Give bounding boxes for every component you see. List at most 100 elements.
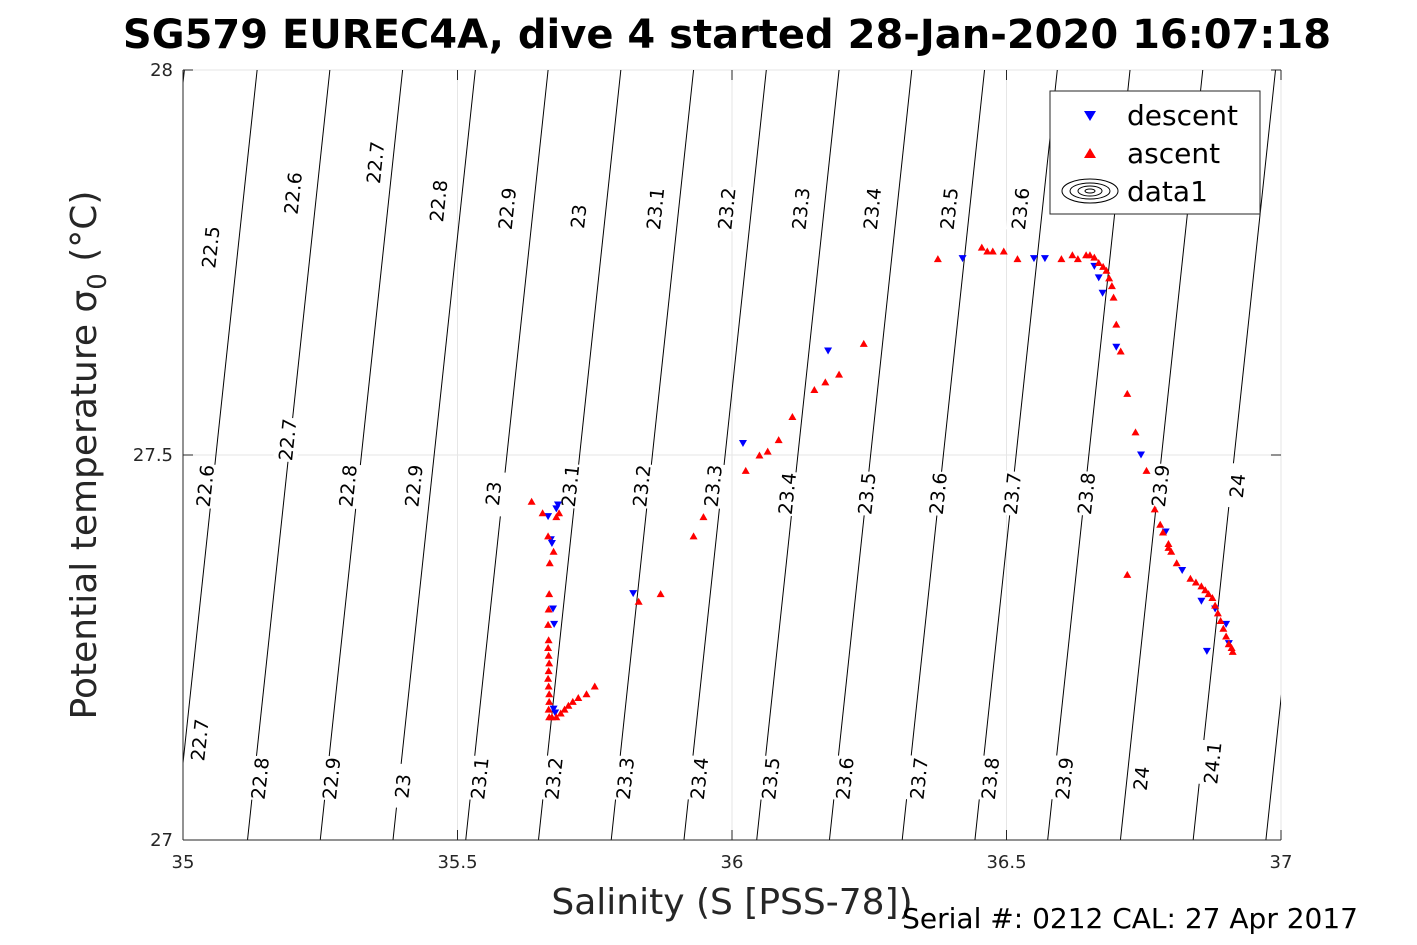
contour-label-background: [1145, 462, 1175, 509]
legend-descent-label: descent: [1127, 99, 1238, 132]
descent-point: [1197, 597, 1206, 605]
contour-label-background: [1049, 755, 1079, 802]
contour-label-background: [424, 177, 453, 225]
ascent-point: [556, 709, 565, 717]
ascent-point: [1172, 559, 1181, 567]
ascent-point: [1116, 347, 1125, 355]
density-contour-line: [974, 70, 1058, 840]
ascent-point: [545, 690, 554, 698]
ascent-point: [1013, 255, 1022, 263]
density-contour-line: [1265, 694, 1281, 840]
contour-label-background: [564, 193, 593, 240]
ascent-point: [545, 559, 554, 567]
descent-point: [547, 540, 556, 548]
ascent-point: [538, 509, 547, 517]
descent-point: [1029, 255, 1038, 263]
ascent-point: [574, 694, 583, 702]
ascent-point: [1191, 578, 1200, 586]
contour-label-background: [830, 755, 859, 802]
contour-label-background: [196, 223, 225, 271]
contour-label: 23.2: [541, 756, 567, 800]
contour-label-background: [555, 462, 585, 509]
contour-label: 23.4: [775, 471, 801, 515]
density-contour-labels: 22.5 22.6 22.7 22.8 22.9 23 23.1 23.2 23.3 23.4 23…: [185, 139, 1252, 810]
ascent-point: [774, 436, 783, 444]
ascent-point: [741, 466, 750, 474]
contour-label: 22.8: [248, 756, 274, 800]
contour-label-background: [756, 755, 785, 802]
density-contour-line: [392, 70, 476, 840]
ascent-point: [755, 451, 764, 459]
chart-title: SG579 EUREC4A, dive 4 started 28-Jan-202…: [123, 12, 1331, 58]
contour-label-background: [698, 462, 728, 509]
contour-label-background: [684, 755, 714, 802]
contour-label-background: [857, 185, 887, 232]
ascent-point: [788, 413, 797, 420]
ascent-point: [1208, 593, 1217, 601]
contour-label-background: [388, 762, 417, 810]
descent-point: [1178, 567, 1187, 574]
contour-label-background: [1071, 470, 1101, 517]
contour-label: 23.4: [687, 756, 713, 800]
ascent-point: [1213, 609, 1222, 617]
descent-point: [1094, 274, 1103, 282]
contour-label-background: [772, 470, 802, 517]
ascent-point: [656, 590, 665, 598]
ascent-point: [527, 497, 536, 505]
contour-label-background: [975, 755, 1005, 802]
ascent-point: [560, 705, 569, 713]
ascent-point: [1094, 259, 1103, 266]
ascent-point: [1197, 582, 1206, 590]
ascent-point: [810, 386, 819, 394]
contour-label-background: [1126, 755, 1156, 802]
serial-calibration-text: Serial #: 0212 CAL: 27 Apr 2017: [902, 902, 1358, 935]
ascent-point: [1085, 251, 1094, 259]
ascent-point: [1150, 505, 1159, 513]
ascent-point: [545, 659, 554, 667]
ascent-point: [699, 513, 708, 521]
contour-label: 22.6: [281, 171, 307, 215]
density-contour-line: [901, 70, 986, 840]
ascent-point: [1131, 428, 1140, 436]
contour-label-background: [185, 716, 214, 764]
ascent-point: [552, 513, 561, 521]
descent-point: [1098, 289, 1107, 297]
contour-label-background: [923, 470, 953, 517]
contour-label: 22.7: [363, 140, 389, 184]
ascent-point: [1224, 640, 1233, 648]
y-axis-label-subscript: 0: [83, 273, 113, 290]
ascent-point: [1123, 570, 1132, 578]
contour-label: 23.1: [643, 187, 669, 231]
density-contour-line: [0, 70, 39, 840]
descent-point: [549, 705, 558, 713]
ascent-point: [689, 532, 698, 540]
ascent-point: [545, 697, 554, 705]
ascent-point: [1222, 632, 1231, 640]
density-contour-line: [183, 70, 258, 768]
ascent-point: [634, 597, 643, 605]
y-tick-label: 27: [150, 830, 173, 851]
y-tick-label: 27.5: [133, 445, 173, 466]
ascent-point: [983, 247, 992, 255]
contour-label: 23.5: [758, 756, 784, 800]
contour-label: 23.1: [467, 756, 493, 800]
x-tick-label: 36: [721, 852, 744, 873]
ascent-point: [1112, 320, 1121, 328]
x-tick-label: 36.5: [986, 852, 1026, 873]
contour-label: 23.3: [701, 464, 727, 508]
y-axis-label: Potential temperature σ0 (°C): [64, 191, 113, 720]
contour-label-background: [934, 185, 964, 232]
x-axis-label: Salinity (S [PSS-78]): [551, 882, 912, 923]
y-axis-label-unit: (°C): [64, 191, 105, 274]
contour-label-background: [539, 755, 568, 802]
contour-label: 23.9: [1148, 464, 1174, 508]
descent-point: [1202, 647, 1211, 655]
contour-label: 23: [567, 203, 591, 229]
descent-point: [553, 501, 562, 509]
contour-label: 23: [391, 773, 415, 799]
contour-label: 22.6: [193, 464, 219, 508]
x-tick-labels: 35 35.5 36 36.5 37: [172, 852, 1293, 873]
ascent-series: [527, 243, 1237, 721]
density-contour-line: [465, 70, 549, 840]
density-contour-line: [1192, 70, 1277, 840]
